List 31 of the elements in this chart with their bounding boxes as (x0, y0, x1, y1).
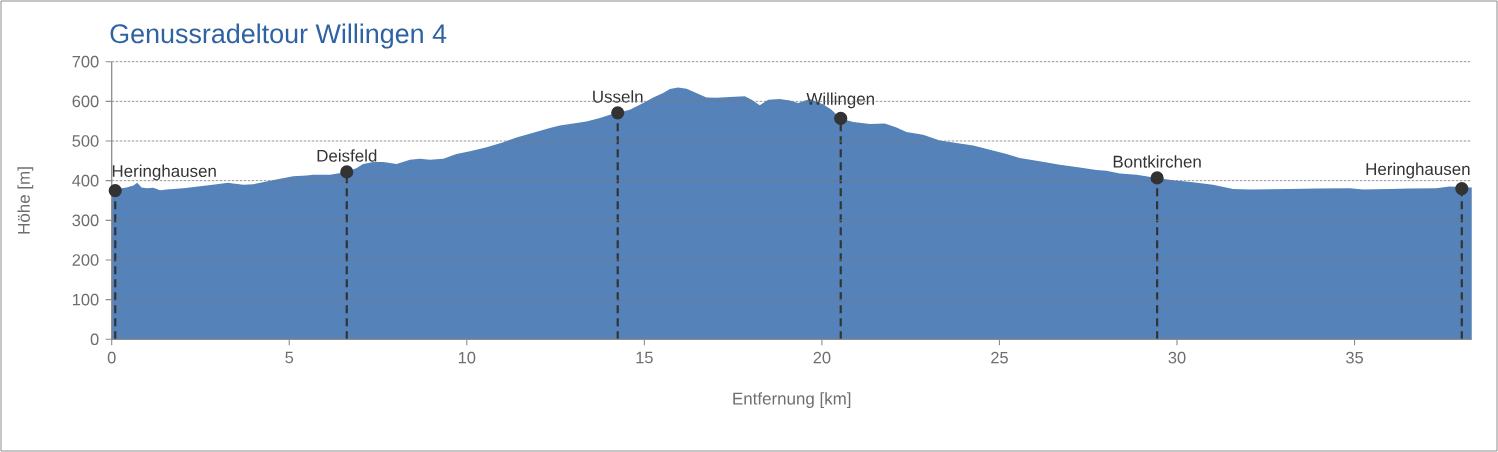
point (1455, 182, 1469, 196)
point (611, 106, 625, 120)
y-tick-label: 700 (72, 55, 99, 68)
x-tick-label: 20 (813, 351, 831, 364)
x-tick-label: 15 (636, 351, 653, 364)
y-axis-title: Höhe [m] (17, 167, 34, 234)
point (108, 183, 122, 198)
x-tick-label: 35 (1346, 351, 1364, 364)
x-axis-title: Entfernung [km] (733, 392, 851, 408)
x-tick-label: 0 (107, 351, 116, 364)
annotation: Heringhausen (112, 164, 216, 181)
y-tick-label: 400 (72, 174, 99, 187)
chart-title: Genussradeltour Willingen 4 (110, 23, 447, 49)
y-tick-label: 200 (72, 254, 99, 266)
annotation: Deisfeld (317, 149, 377, 162)
point (1150, 171, 1164, 185)
annotation: Willingen (806, 92, 874, 109)
y-tick-label: 100 (73, 293, 99, 306)
x-tick-label: 10 (458, 351, 476, 364)
x-tick-label: 5 (285, 351, 294, 364)
point (834, 111, 848, 126)
annotation: Bontkirchen (1113, 155, 1201, 168)
x-tick-label: 25 (991, 351, 1008, 364)
point (340, 165, 354, 179)
x-tick-label: 30 (1168, 351, 1186, 364)
annotation: Heringhausen (1366, 162, 1470, 179)
y-tick-label: 300 (72, 214, 99, 227)
annotation: Usseln (593, 90, 643, 103)
y-tick-label: 600 (72, 95, 99, 108)
y-tick-label: 500 (72, 135, 99, 147)
y-tick-label: 0 (90, 333, 99, 346)
